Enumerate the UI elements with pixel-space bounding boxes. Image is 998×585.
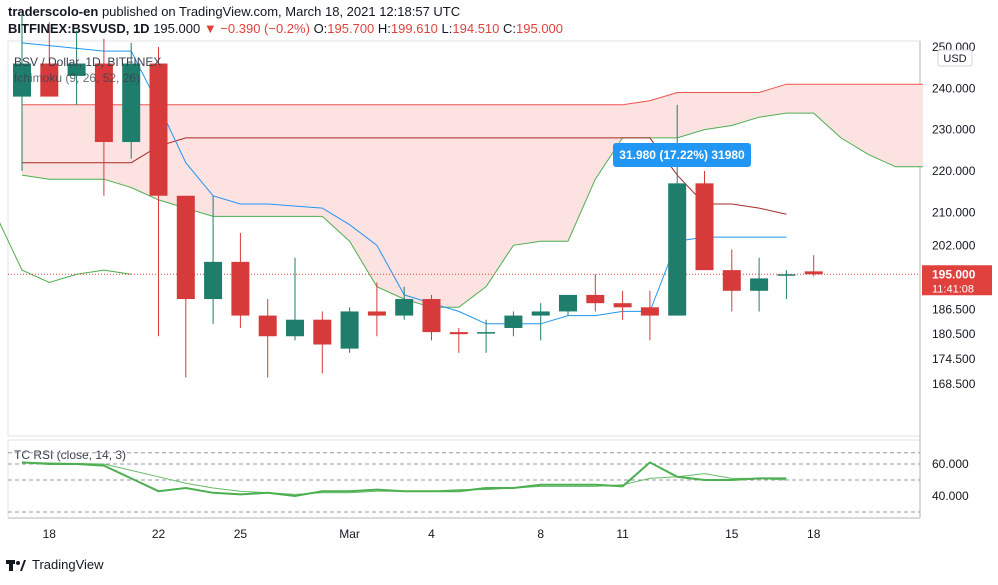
symbol-line: BITFINEX:BSVUSD, 1D xyxy=(8,21,150,36)
high-value: 199.610 xyxy=(390,21,438,36)
price-tick-label-9: 168.500 xyxy=(932,377,976,391)
candle-body-19 xyxy=(531,311,550,316)
candle-body-11 xyxy=(313,319,332,345)
price-change: ▼ −0.390 (−0.2%) xyxy=(203,21,310,36)
time-tick-label-1: 22 xyxy=(152,527,166,541)
rsi-legend: TC RSI (close, 14, 3) xyxy=(14,448,126,462)
time-tick-label-8: 18 xyxy=(807,527,821,541)
ichimoku-span-a-line xyxy=(21,112,923,308)
time-tick-label-0: 18 xyxy=(43,527,57,541)
bar-countdown: 11:41:08 xyxy=(932,283,974,295)
candle-body-29 xyxy=(804,271,823,275)
open-label: O: xyxy=(313,21,328,36)
candle-body-5 xyxy=(149,63,168,196)
close-value: 195.000 xyxy=(516,21,564,36)
rsi-tick-label-1: 40.000 xyxy=(932,489,969,503)
price-tick-label-3: 220.000 xyxy=(932,164,976,178)
candle-body-20 xyxy=(559,294,577,312)
candle-body-22 xyxy=(613,303,632,308)
candle-body-2 xyxy=(67,63,86,76)
price-tick-label-7: 180.500 xyxy=(932,327,976,341)
pair-legend: BSV / Dollar, 1D, BITFINEX xyxy=(14,55,161,69)
unit-label: USD xyxy=(943,53,966,65)
ichimoku-span-b-line xyxy=(22,83,923,106)
candle-body-8 xyxy=(231,261,250,316)
candle-body-9 xyxy=(258,315,277,337)
candle-body-21 xyxy=(586,294,605,304)
candle-body-14 xyxy=(395,299,414,316)
candle-body-0 xyxy=(13,63,31,97)
candle-body-7 xyxy=(204,261,223,300)
time-tick-label-7: 15 xyxy=(725,527,739,541)
high-label: H: xyxy=(377,21,391,36)
ichimoku-cloud xyxy=(22,84,923,308)
candle-body-25 xyxy=(695,183,714,271)
low-value: 194.510 xyxy=(452,21,500,36)
unit-badge xyxy=(937,49,973,67)
rsi-signal-line xyxy=(21,461,787,495)
current-price-value: 195.000 xyxy=(932,267,976,281)
price-tick-label-1: 240.000 xyxy=(932,81,976,95)
time-tick-label-2: 25 xyxy=(234,527,248,541)
candle-body-10 xyxy=(286,319,304,337)
open-value: 195.700 xyxy=(327,21,375,36)
candle-body-4 xyxy=(122,63,141,143)
low-label: L: xyxy=(441,21,453,36)
candle-body-18 xyxy=(504,315,523,328)
candle-body-27 xyxy=(750,278,769,291)
publish-info: published on TradingView.com, March 18, … xyxy=(101,4,461,19)
candle-body-24 xyxy=(668,183,687,316)
footer-brand: TradingView xyxy=(32,557,104,572)
current-price-tag xyxy=(922,265,992,296)
publish-header: traderscolo-en published on TradingView.… xyxy=(8,4,460,19)
price-tick-label-8: 174.500 xyxy=(932,352,976,366)
candle-body-28 xyxy=(777,274,796,276)
symbol-header: BITFINEX:BSVUSD, 1D 195.000 ▼ −0.390 (−0… xyxy=(8,21,563,36)
ichimoku-legend: Ichimoku (9, 26, 52, 26) xyxy=(14,71,140,85)
candle-body-12 xyxy=(340,311,359,349)
time-tick-label-3: Mar xyxy=(339,527,360,541)
candle-body-3 xyxy=(94,63,113,143)
ichimoku-lagging-line xyxy=(0,222,132,284)
last-price: 195.000 xyxy=(153,21,201,36)
time-tick-label-5: 8 xyxy=(537,527,544,541)
close-label: C: xyxy=(503,21,517,36)
time-tick-label-6: 11 xyxy=(616,527,629,541)
tradingview-footer[interactable]: TradingView xyxy=(6,557,104,572)
candle-body-6 xyxy=(176,195,195,300)
candle-body-15 xyxy=(422,299,441,333)
price-tick-label-6: 186.500 xyxy=(932,302,976,316)
candle-body-13 xyxy=(367,311,386,316)
measure-label-box xyxy=(613,143,751,167)
time-tick-label-4: 4 xyxy=(428,527,435,541)
price-tick-label-5: 202.000 xyxy=(932,238,976,252)
candle-body-16 xyxy=(449,332,468,335)
candle-body-26 xyxy=(722,270,741,291)
author-name[interactable]: traderscolo-en xyxy=(8,4,99,19)
candle-body-23 xyxy=(640,307,659,316)
candle-body-1 xyxy=(40,63,59,97)
rsi-tick-label-0: 60.000 xyxy=(932,457,969,471)
tradingview-logo-icon xyxy=(6,558,26,572)
rsi-line xyxy=(21,461,787,498)
candle-body-17 xyxy=(477,332,496,334)
measure-label-text: 31.980 (17.22%) 31980 xyxy=(619,148,745,162)
price-tick-label-4: 210.000 xyxy=(932,205,976,219)
price-tick-label-2: 230.000 xyxy=(932,123,976,137)
